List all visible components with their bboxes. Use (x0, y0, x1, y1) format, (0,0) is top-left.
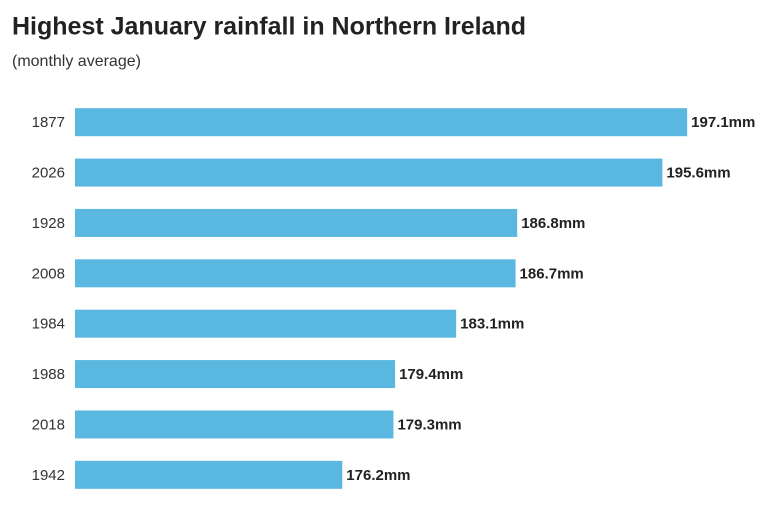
bar (75, 108, 688, 137)
y-tick-label: 1988 (32, 366, 65, 383)
bar (75, 460, 343, 489)
y-tick-label: 1928 (32, 215, 65, 232)
y-tick-label: 2018 (32, 416, 65, 433)
value-label: 179.3mm (397, 416, 461, 433)
value-label: 186.8mm (521, 215, 585, 232)
value-label: 183.1mm (460, 316, 524, 333)
bar (75, 208, 518, 237)
y-tick-label: 1942 (32, 467, 65, 484)
bar (75, 360, 396, 389)
value-label: 197.1mm (691, 114, 755, 131)
bar (75, 410, 394, 439)
value-label: 179.4mm (399, 366, 463, 383)
chart-title: Highest January rainfall in Northern Ire… (12, 13, 526, 41)
value-label: 186.7mm (520, 265, 584, 282)
bar (75, 158, 663, 187)
y-tick-label: 2026 (32, 165, 65, 182)
y-tick-label: 2008 (32, 265, 65, 282)
chart-subtitle: (monthly average) (12, 53, 141, 70)
value-label: 176.2mm (346, 467, 410, 484)
bar (75, 309, 457, 338)
value-label: 195.6mm (666, 165, 730, 182)
y-tick-label: 1984 (32, 316, 65, 333)
bar (75, 259, 516, 288)
y-tick-label: 1877 (32, 114, 65, 131)
